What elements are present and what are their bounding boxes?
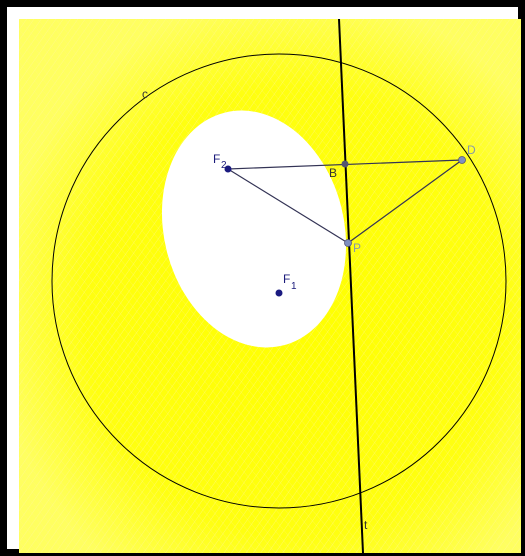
point-b <box>341 160 349 168</box>
circle-c <box>51 53 507 509</box>
point-f2 <box>224 165 232 173</box>
segment-f2-p <box>227 168 349 244</box>
label-d: D <box>467 143 476 157</box>
line-t <box>338 19 364 553</box>
label-circle-c: c <box>142 87 148 101</box>
label-b: B <box>329 166 337 180</box>
point-f1 <box>275 289 283 297</box>
label-f2: F <box>213 152 220 166</box>
geometry-canvas: c F 2 F 1 B D P t <box>19 19 521 553</box>
label-f1: F <box>283 272 290 286</box>
diagram-svg: c F 2 F 1 B D P t <box>19 19 521 553</box>
label-p: P <box>353 241 361 255</box>
label-f1-sub: 1 <box>291 281 297 292</box>
white-ellipse <box>161 110 347 348</box>
label-t: t <box>364 518 368 532</box>
point-p <box>344 239 352 247</box>
segment-d-p <box>347 159 463 244</box>
label-f2-sub: 2 <box>221 160 227 171</box>
point-d <box>458 156 466 164</box>
